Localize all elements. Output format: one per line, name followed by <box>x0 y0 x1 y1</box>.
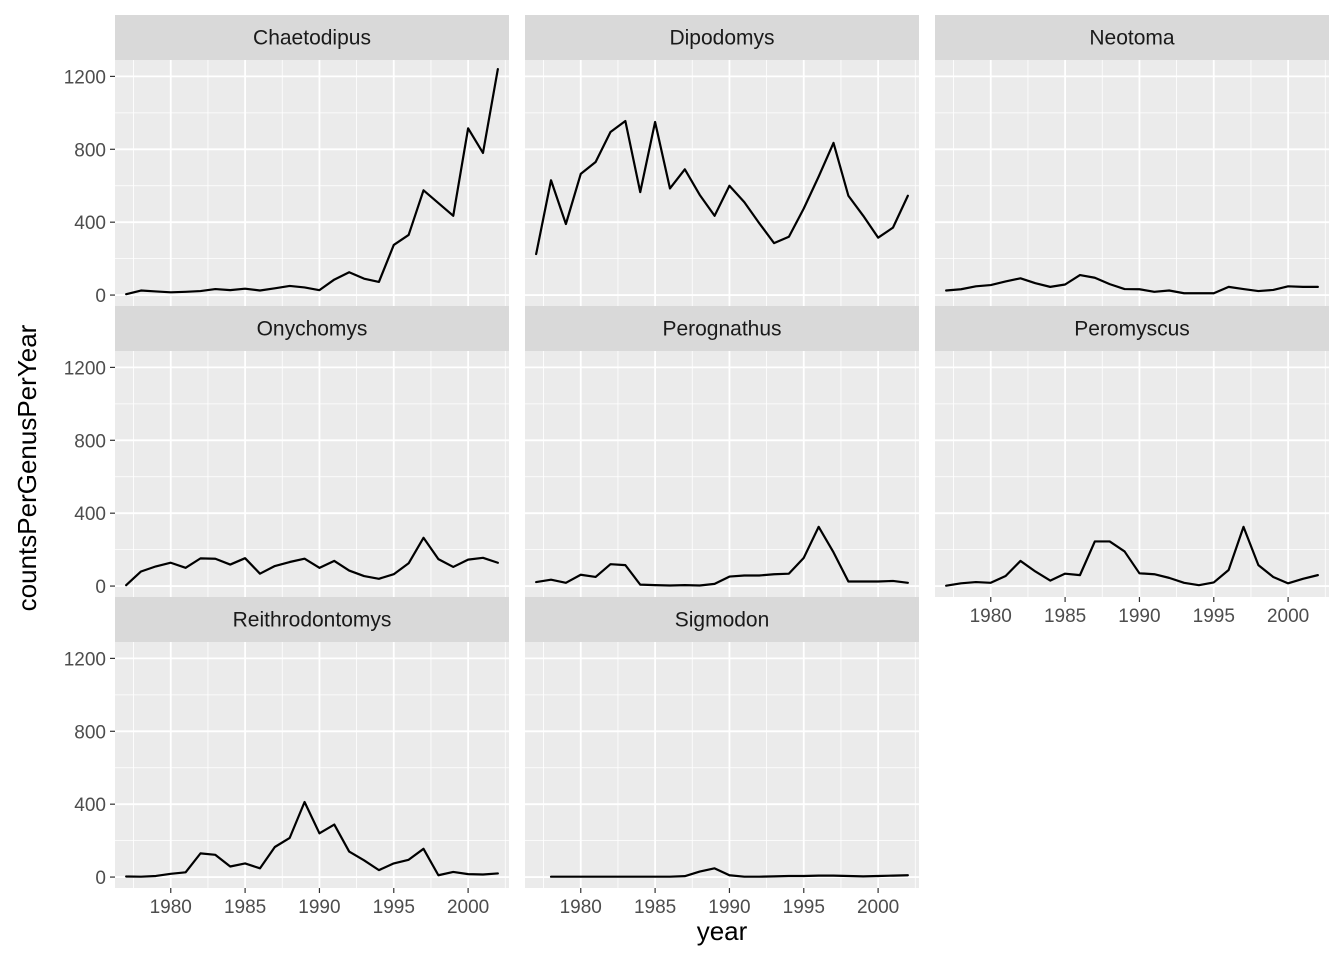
facet-strip <box>935 15 1329 60</box>
facet-strip <box>115 306 509 351</box>
y-tick-label: 400 <box>74 504 106 525</box>
x-tick-label: 1995 <box>373 897 415 918</box>
x-axis-peromyscus: 1980 1985 1990 1995 2000 <box>970 597 1309 627</box>
facet-strip-label: Dipodomys <box>669 27 774 50</box>
panel-plot-area <box>115 60 509 306</box>
x-tick-label: 2000 <box>1267 606 1309 627</box>
y-tick-label: 0 <box>95 286 106 307</box>
panel-background <box>935 60 1329 306</box>
y-tick-label: 0 <box>95 577 106 598</box>
x-tick-label: 1980 <box>150 897 192 918</box>
panel-plot-area <box>935 351 1329 597</box>
y-tick-label: 1200 <box>64 649 106 670</box>
x-tick-label: 1980 <box>970 606 1012 627</box>
y-axis-row-3: 0 400 800 1200 <box>64 649 115 889</box>
x-tick-label: 1985 <box>1044 606 1086 627</box>
y-tick-label: 800 <box>74 722 106 743</box>
facet-reithrodontomys: Reithrodontomys <box>115 597 509 888</box>
y-tick-label: 1200 <box>64 358 106 379</box>
x-axis-title: year <box>697 916 748 946</box>
panel-plot-area <box>525 60 919 306</box>
x-axes: 1980 1985 1990 1995 2000 1980 1985 1990 1995 2000… <box>150 597 1309 918</box>
panel-plot-area <box>115 351 509 597</box>
series-line-perognathus <box>535 525 909 587</box>
panel-plot-area <box>525 351 919 597</box>
panel-background <box>525 60 919 306</box>
x-tick-label: 1985 <box>634 897 676 918</box>
x-axis-reithrodontomys: 1980 1985 1990 1995 2000 <box>150 888 489 918</box>
facet-panels: Chaetodipus Dipodomys Neotoma Onychomys Pero… <box>115 15 1329 888</box>
facet-onychomys: Onychomys <box>115 306 509 597</box>
x-tick-label: 1980 <box>560 897 602 918</box>
panel-plot-area <box>525 642 919 888</box>
facet-strip <box>525 15 919 60</box>
facet-strip-label: Neotoma <box>1089 27 1175 50</box>
y-tick-label: 800 <box>74 431 106 452</box>
series-line-dipodomys <box>535 119 909 256</box>
x-tick-label: 1995 <box>783 897 825 918</box>
x-axis-sigmodon: 1980 1985 1990 1995 2000 <box>560 888 899 918</box>
facet-strip-label: Chaetodipus <box>253 27 371 50</box>
y-axis-row-2: 0 400 800 1200 <box>64 358 115 598</box>
x-tick-label: 1990 <box>708 897 750 918</box>
facet-strip-label: Sigmodon <box>675 609 770 632</box>
facet-strip-label: Reithrodontomys <box>233 609 392 632</box>
facet-strip-label: Perognathus <box>662 318 781 341</box>
panel-plot-area <box>935 60 1329 306</box>
x-tick-label: 2000 <box>857 897 899 918</box>
x-tick-label: 1990 <box>298 897 340 918</box>
facet-peromyscus: Peromyscus <box>935 306 1329 597</box>
series-line-reithrodontomys <box>125 800 499 878</box>
x-tick-label: 2000 <box>447 897 489 918</box>
panel-background <box>525 351 919 597</box>
facet-neotoma: Neotoma <box>935 15 1329 306</box>
facet-strip <box>115 15 509 60</box>
x-tick-label: 1985 <box>224 897 266 918</box>
y-axis-row-1: 0 400 800 1200 <box>64 67 115 307</box>
series-line-peromyscus <box>945 525 1319 587</box>
panel-plot-area <box>115 642 509 888</box>
panel-background <box>115 60 509 306</box>
y-tick-label: 1200 <box>64 67 106 88</box>
panel-background <box>115 642 509 888</box>
y-axis-title: countsPerGenusPerYear <box>12 324 42 611</box>
facet-strip-label: Onychomys <box>257 318 368 341</box>
y-tick-label: 0 <box>95 868 106 889</box>
facet-perognathus: Perognathus <box>525 306 919 597</box>
series-line-neotoma <box>945 273 1319 295</box>
panel-background <box>935 351 1329 597</box>
facet-strip <box>525 306 919 351</box>
facet-strip <box>115 597 509 642</box>
panel-background <box>115 351 509 597</box>
y-tick-label: 400 <box>74 213 106 234</box>
facet-chaetodipus: Chaetodipus <box>115 15 509 306</box>
x-tick-label: 1990 <box>1118 606 1160 627</box>
y-tick-label: 800 <box>74 140 106 161</box>
facet-dipodomys: Dipodomys <box>525 15 919 306</box>
series-line-sigmodon <box>549 867 909 878</box>
series-line-chaetodipus <box>125 68 499 296</box>
facet-strip-label: Peromyscus <box>1074 318 1190 341</box>
y-axes: 0 400 800 1200 0 400 800 1200 0 400 800 1200 <box>64 67 115 889</box>
y-tick-label: 400 <box>74 795 106 816</box>
facet-sigmodon: Sigmodon <box>525 597 919 888</box>
x-tick-label: 1995 <box>1193 606 1235 627</box>
panel-background <box>525 642 919 888</box>
facet-strip <box>525 597 919 642</box>
facet-strip <box>935 306 1329 351</box>
series-line-onychomys <box>125 536 499 587</box>
